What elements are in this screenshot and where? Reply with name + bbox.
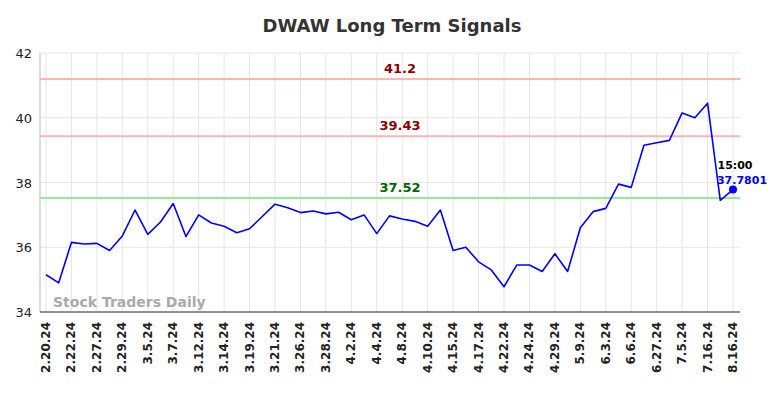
reference-line: [40, 135, 740, 137]
x-tick-label: 2.29.24: [115, 322, 129, 373]
grid-line: [147, 53, 148, 312]
last-point: [729, 186, 737, 194]
x-tick-label: 3.26.24: [293, 322, 307, 373]
x-tick-label: 6.6.24: [624, 322, 638, 365]
x-tick-label: 2.20.24: [39, 322, 53, 373]
time-label: 15:00: [717, 159, 752, 172]
x-tick-label: 3.19.24: [243, 322, 257, 373]
grid-line: [656, 53, 657, 312]
reference-label: 37.52: [379, 180, 420, 195]
grid-line: [554, 53, 555, 312]
x-tick-label: 4.24.24: [522, 322, 536, 373]
grid-line: [529, 53, 530, 312]
reference-line: [40, 78, 740, 80]
grid-line: [198, 53, 199, 312]
grid-line: [504, 53, 505, 312]
grid-line: [351, 53, 352, 312]
price-line: [46, 103, 733, 287]
grid-line: [275, 53, 276, 312]
plot-area: [40, 79, 740, 287]
x-tick-label: 4.29.24: [548, 322, 562, 373]
grid-line: [224, 53, 225, 312]
grid-line: [631, 53, 632, 312]
grid-line: [173, 53, 174, 312]
grid-line: [249, 53, 250, 312]
x-tick-label: 2.27.24: [90, 322, 104, 373]
grid-line: [300, 53, 301, 312]
grid-line: [96, 53, 97, 312]
reference-line: [40, 197, 740, 199]
x-tick-label: 6.3.24: [599, 322, 613, 365]
x-tick-label: 7.5.24: [675, 322, 689, 365]
x-tick-label: 4.2.24: [344, 322, 358, 365]
x-tick-label: 5.9.24: [573, 322, 587, 365]
reference-label: 41.2: [384, 61, 416, 76]
x-tick-label: 3.5.24: [141, 322, 155, 365]
grid-line: [453, 53, 454, 312]
x-axis: [40, 312, 740, 313]
grid-line: [46, 53, 47, 312]
x-tick-label: 4.4.24: [370, 322, 384, 365]
x-tick-label: 3.7.24: [166, 322, 180, 365]
grid-line: [427, 53, 428, 312]
x-tick-label: 2.22.24: [64, 322, 78, 373]
grid-line: [40, 53, 740, 54]
last-value-label: 37.7801: [717, 174, 767, 187]
x-tick-label: 3.28.24: [319, 322, 333, 373]
x-tick-label: 3.21.24: [268, 322, 282, 373]
y-axis: [40, 53, 41, 312]
chart: DWAW Long Term Signals 34 36 38 40 42 2.20.24 2…: [0, 0, 784, 398]
grid-line: [682, 53, 683, 312]
grid-line: [325, 53, 326, 312]
grid-line: [580, 53, 581, 312]
grid-line: [707, 53, 708, 312]
grid-line: [40, 247, 740, 248]
y-tick-label: 38: [15, 176, 32, 191]
grid-line: [71, 53, 72, 312]
x-tick-label: 4.8.24: [395, 322, 409, 365]
y-tick-label: 34: [15, 305, 32, 320]
x-tick-label: 4.10.24: [421, 322, 435, 373]
x-tick-label: 8.16.24: [726, 322, 740, 373]
grid-line: [605, 53, 606, 312]
x-tick-label: 6.27.24: [650, 322, 664, 373]
grid-line: [376, 53, 377, 312]
grid-line: [122, 53, 123, 312]
y-tick-label: 42: [15, 46, 32, 61]
x-tick-label: 4.15.24: [446, 322, 460, 373]
grid-line: [40, 312, 740, 313]
x-tick-label: 3.12.24: [192, 322, 206, 373]
x-tick-label: 7.16.24: [701, 322, 715, 373]
x-tick-label: 4.22.24: [497, 322, 511, 373]
title: DWAW Long Term Signals: [263, 15, 522, 36]
grid-line: [478, 53, 479, 312]
x-tick-label: 4.17.24: [472, 322, 486, 373]
y-tick-label: 36: [15, 240, 32, 255]
y-tick-label: 40: [15, 111, 32, 126]
reference-label: 39.43: [379, 118, 420, 133]
x-tick-label: 3.14.24: [217, 322, 231, 373]
watermark: Stock Traders Daily: [53, 294, 206, 310]
